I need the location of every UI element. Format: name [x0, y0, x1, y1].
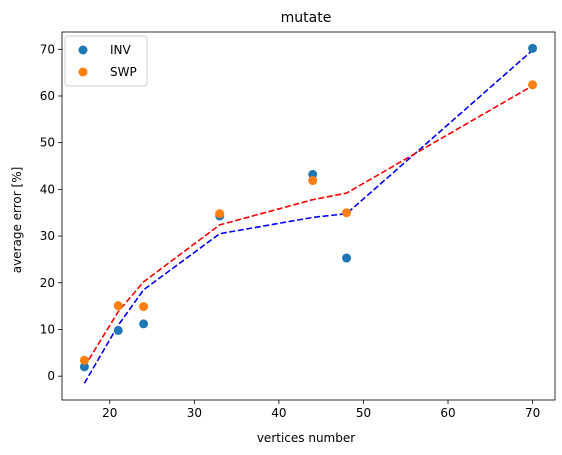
data-point-inv [79, 362, 89, 372]
data-point-swp [342, 208, 352, 218]
x-tick-label: 40 [271, 406, 286, 420]
legend-label-inv: INV [110, 43, 132, 57]
x-tick-label: 60 [440, 406, 455, 420]
plot-area: 20 30 40 50 60 70 0 10 20 30 40 50 60 70 INV SWP [40, 31, 556, 420]
x-axis-label: vertices number [257, 431, 355, 445]
y-tick-label: 20 [40, 276, 55, 290]
data-point-swp [139, 302, 149, 312]
data-point-swp [79, 355, 89, 365]
y-tick-label: 60 [40, 89, 55, 103]
trend-line-2 [83, 85, 534, 368]
y-axis-label: average error [%] [10, 167, 24, 274]
data-point-swp [528, 80, 538, 90]
x-tick-label: 20 [102, 406, 117, 420]
legend-label-swp: SWP [110, 65, 137, 79]
data-point-swp [113, 301, 123, 311]
x-tick-label: 70 [525, 406, 540, 420]
plot-frame [61, 31, 556, 401]
data-point-inv [342, 253, 352, 263]
legend-marker-swp [78, 67, 88, 77]
x-tick-label: 50 [356, 406, 371, 420]
data-point-swp [215, 209, 225, 219]
trend-line-1 [83, 49, 534, 384]
x-tick-label: 30 [187, 406, 202, 420]
y-tick-label: 40 [40, 182, 55, 196]
series-inv [79, 43, 538, 372]
y-tick-label: 50 [40, 136, 55, 150]
chart-title: mutate [281, 10, 332, 26]
y-tick-label: 30 [40, 229, 55, 243]
y-tick-label: 0 [47, 369, 55, 383]
series-swp [79, 80, 538, 365]
data-point-swp [308, 176, 318, 186]
y-tick-label: 70 [40, 42, 55, 56]
y-tick-label: 10 [40, 322, 55, 336]
data-point-inv [528, 43, 538, 53]
data-point-inv [113, 325, 123, 335]
legend: INV SWP [64, 35, 148, 87]
data-point-inv [139, 319, 149, 329]
legend-marker-inv [78, 45, 88, 55]
